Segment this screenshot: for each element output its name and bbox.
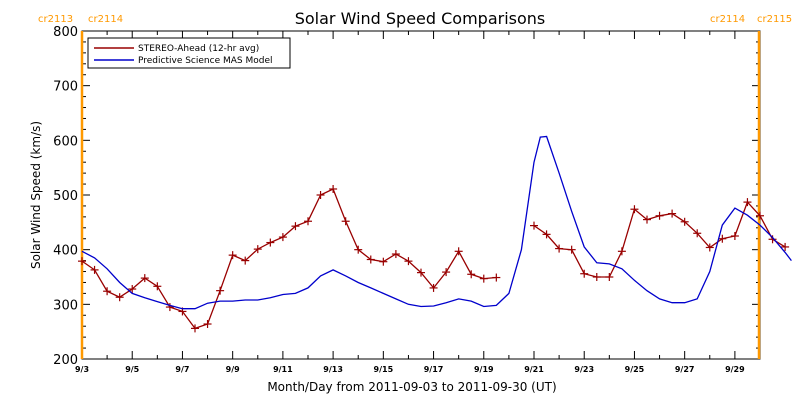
stereo-ahead-point xyxy=(266,238,275,247)
stereo-ahead-point xyxy=(354,245,363,254)
stereo-ahead-point xyxy=(718,234,727,243)
stereo-ahead-point xyxy=(479,274,488,283)
stereo-ahead-point xyxy=(216,286,225,295)
stereo-ahead-point xyxy=(78,257,86,266)
x-tick-label: 9/23 xyxy=(574,365,594,374)
stereo-ahead-point xyxy=(567,245,576,254)
carrington-label-left-end: cr2114 xyxy=(710,14,745,25)
x-tick-label: 9/7 xyxy=(175,365,189,374)
stereo-ahead-point xyxy=(153,282,162,291)
stereo-ahead-point xyxy=(391,250,400,259)
stereo-ahead-point xyxy=(191,324,199,333)
y-axis-label: Solar Wind Speed (km/s) xyxy=(29,121,43,269)
stereo-ahead-point xyxy=(103,287,112,296)
plot-series xyxy=(78,135,792,333)
stereo-ahead-point xyxy=(203,320,212,329)
x-tick-label: 9/3 xyxy=(75,365,89,374)
stereo-ahead-point xyxy=(140,274,149,283)
carrington-lines xyxy=(80,31,761,359)
stereo-ahead-point xyxy=(655,211,664,220)
plot-frame xyxy=(81,30,761,360)
stereo-ahead-point xyxy=(366,255,375,264)
y-tick-label: 600 xyxy=(53,134,78,149)
y-tick-label: 500 xyxy=(53,189,78,204)
stereo-ahead-point xyxy=(580,269,589,278)
stereo-ahead-point xyxy=(90,265,99,274)
stereo-ahead-line xyxy=(81,188,497,330)
stereo-ahead-point xyxy=(278,233,287,242)
stereo-ahead-point xyxy=(128,285,137,294)
stereo-ahead-point xyxy=(693,229,702,238)
y-tick-label: 800 xyxy=(53,25,78,40)
mas-model-line xyxy=(81,135,792,310)
x-tick-label: 9/21 xyxy=(524,365,544,374)
stereo-ahead-point xyxy=(429,283,438,292)
stereo-ahead-point xyxy=(341,217,350,226)
y-tick-label: 300 xyxy=(53,298,78,313)
stereo-ahead-point xyxy=(467,270,476,279)
x-tick-label: 9/9 xyxy=(226,365,240,374)
stereo-ahead-point xyxy=(768,235,777,244)
x-tick-label: 9/13 xyxy=(323,365,343,374)
carrington-label-right-end: cr2115 xyxy=(757,14,792,25)
stereo-ahead-point xyxy=(592,273,601,281)
stereo-ahead-point xyxy=(542,230,551,239)
carrington-label-left-start: cr2113 xyxy=(38,14,73,25)
x-tick-label: 9/27 xyxy=(675,365,695,374)
x-tick-label: 9/11 xyxy=(273,365,293,374)
stereo-ahead-point xyxy=(705,243,714,252)
y-tick-label: 700 xyxy=(53,80,78,95)
stereo-ahead-point xyxy=(781,242,790,251)
carrington-label-right-start: cr2114 xyxy=(88,14,123,25)
legend-label-mas: Predictive Science MAS Model xyxy=(138,56,273,66)
stereo-ahead-point xyxy=(304,217,312,226)
stereo-ahead-point xyxy=(617,247,626,256)
x-tick-label: 9/29 xyxy=(725,365,745,374)
y-tick-label: 400 xyxy=(53,244,78,259)
stereo-ahead-point xyxy=(316,191,325,199)
stereo-ahead-point xyxy=(555,244,564,253)
x-tick-label: 9/19 xyxy=(474,365,494,374)
stereo-ahead-point xyxy=(379,257,388,266)
x-tick-label: 9/17 xyxy=(424,365,444,374)
stereo-ahead-point xyxy=(680,217,689,226)
stereo-ahead-point xyxy=(417,268,425,277)
stereo-ahead-point xyxy=(165,303,174,312)
stereo-ahead-point xyxy=(228,251,237,260)
stereo-ahead-point xyxy=(329,184,338,193)
y-tick-label: 200 xyxy=(53,353,78,368)
stereo-ahead-point xyxy=(253,245,262,254)
stereo-ahead-point xyxy=(668,209,677,218)
stereo-ahead-point xyxy=(454,247,463,256)
stereo-ahead-point xyxy=(630,205,639,214)
stereo-ahead-point xyxy=(530,221,538,230)
x-tick-label: 9/5 xyxy=(125,365,139,374)
legend: STEREO-Ahead (12-hr avg) Predictive Scie… xyxy=(87,37,291,69)
x-tick-label: 9/15 xyxy=(374,365,394,374)
legend-label-stereo: STEREO-Ahead (12-hr avg) xyxy=(138,44,259,54)
stereo-ahead-point xyxy=(730,232,739,240)
stereo-ahead-point xyxy=(404,257,413,266)
stereo-ahead-point xyxy=(756,211,764,220)
x-axis-label: Month/Day from 2011-09-03 to 2011-09-30 … xyxy=(267,380,556,394)
stereo-ahead-point xyxy=(115,293,124,302)
stereo-ahead-point xyxy=(643,215,651,224)
x-tick-label: 9/25 xyxy=(625,365,645,374)
stereo-ahead-point xyxy=(291,222,300,231)
stereo-ahead-point xyxy=(492,273,501,282)
stereo-ahead-point xyxy=(442,268,451,277)
stereo-ahead-point xyxy=(743,198,752,207)
legend-box xyxy=(87,37,291,69)
axes: 200 300 400 500 600 700 800 9/3 9/5 9/7 9/9 9/11 9/1… xyxy=(53,25,761,374)
stereo-ahead-point xyxy=(605,273,614,281)
stereo-ahead-point xyxy=(241,256,250,265)
chart-title: Solar Wind Speed Comparisons xyxy=(295,9,546,28)
